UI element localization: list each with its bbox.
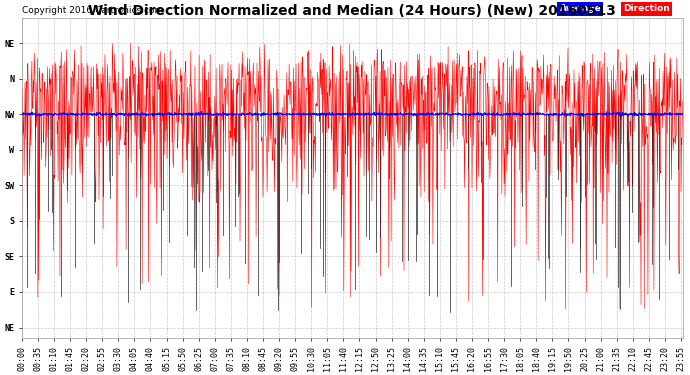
Title: Wind Direction Normalized and Median (24 Hours) (New) 20160513: Wind Direction Normalized and Median (24… [88,4,616,18]
Text: Direction: Direction [623,4,670,13]
Text: Copyright 2016 Cartronics.com: Copyright 2016 Cartronics.com [23,6,164,15]
Text: Average: Average [560,4,601,13]
